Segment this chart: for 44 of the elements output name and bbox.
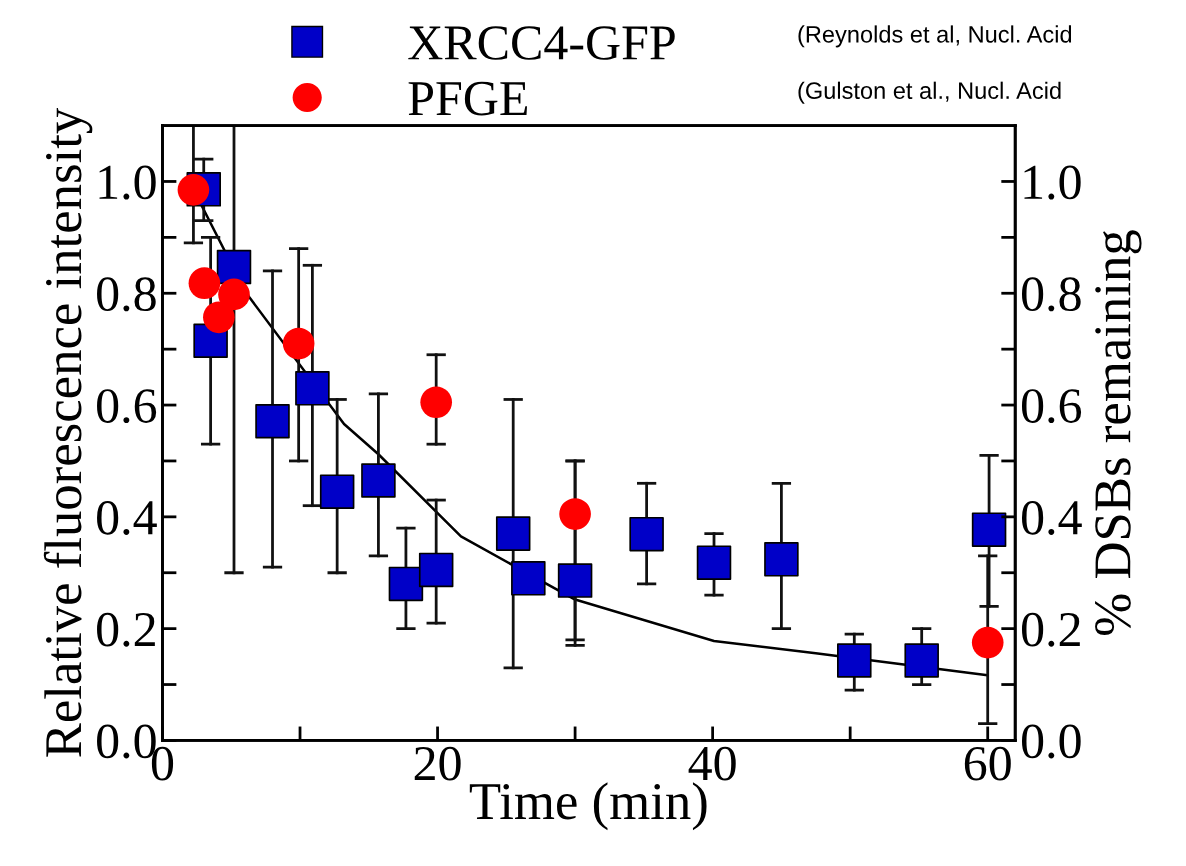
point xyxy=(837,643,872,678)
y2-tick-label: 0.0 xyxy=(1021,724,1081,759)
y2-axis-title: % DSBs remaining xyxy=(1095,230,1142,635)
point xyxy=(255,403,290,439)
point xyxy=(295,371,330,406)
x-axis-title: Time (min) xyxy=(469,782,707,831)
y-tick-label: 0.6 xyxy=(97,389,157,424)
point xyxy=(218,278,250,311)
point xyxy=(971,512,1007,547)
point xyxy=(282,327,315,360)
point xyxy=(361,463,396,498)
y-tick-label: 0.8 xyxy=(97,277,156,312)
y2-tick-label: 0.6 xyxy=(1021,389,1082,424)
point xyxy=(557,563,593,598)
y2-tick-label: 0.8 xyxy=(1021,277,1081,312)
point xyxy=(904,643,939,678)
y-axis-title: Relative fluorescence intensity xyxy=(43,107,93,757)
point xyxy=(629,516,664,552)
point xyxy=(559,498,591,530)
legend-label: PFGE xyxy=(408,81,527,116)
point xyxy=(764,542,799,577)
x-tick-label: 40 xyxy=(688,746,736,781)
point xyxy=(420,386,453,419)
point xyxy=(971,626,1004,659)
y2-tick-label: 0.4 xyxy=(1021,500,1082,535)
y2-tick-label: 0.2 xyxy=(1021,612,1080,647)
point xyxy=(495,516,531,551)
y-tick-label: 1.0 xyxy=(99,165,156,200)
point xyxy=(696,545,732,580)
point xyxy=(188,267,221,300)
y-tick-label: 0.4 xyxy=(97,500,157,535)
y-tick-label: 0.2 xyxy=(97,612,155,647)
point xyxy=(511,561,546,596)
point xyxy=(388,566,424,602)
text: (Gulston et al., Nucl. Acid xyxy=(798,81,1061,104)
x-tick-label: 60 xyxy=(964,746,1011,781)
point xyxy=(203,301,235,334)
text: (Reynolds et al, Nucl. Acid xyxy=(798,25,1072,48)
x-tick-label: 20 xyxy=(414,746,461,781)
y2-tick-label: 1.0 xyxy=(1024,165,1081,200)
point xyxy=(418,552,454,588)
point xyxy=(177,174,210,206)
legend-label: XRCC4-GFP xyxy=(408,26,675,60)
point xyxy=(319,474,355,509)
